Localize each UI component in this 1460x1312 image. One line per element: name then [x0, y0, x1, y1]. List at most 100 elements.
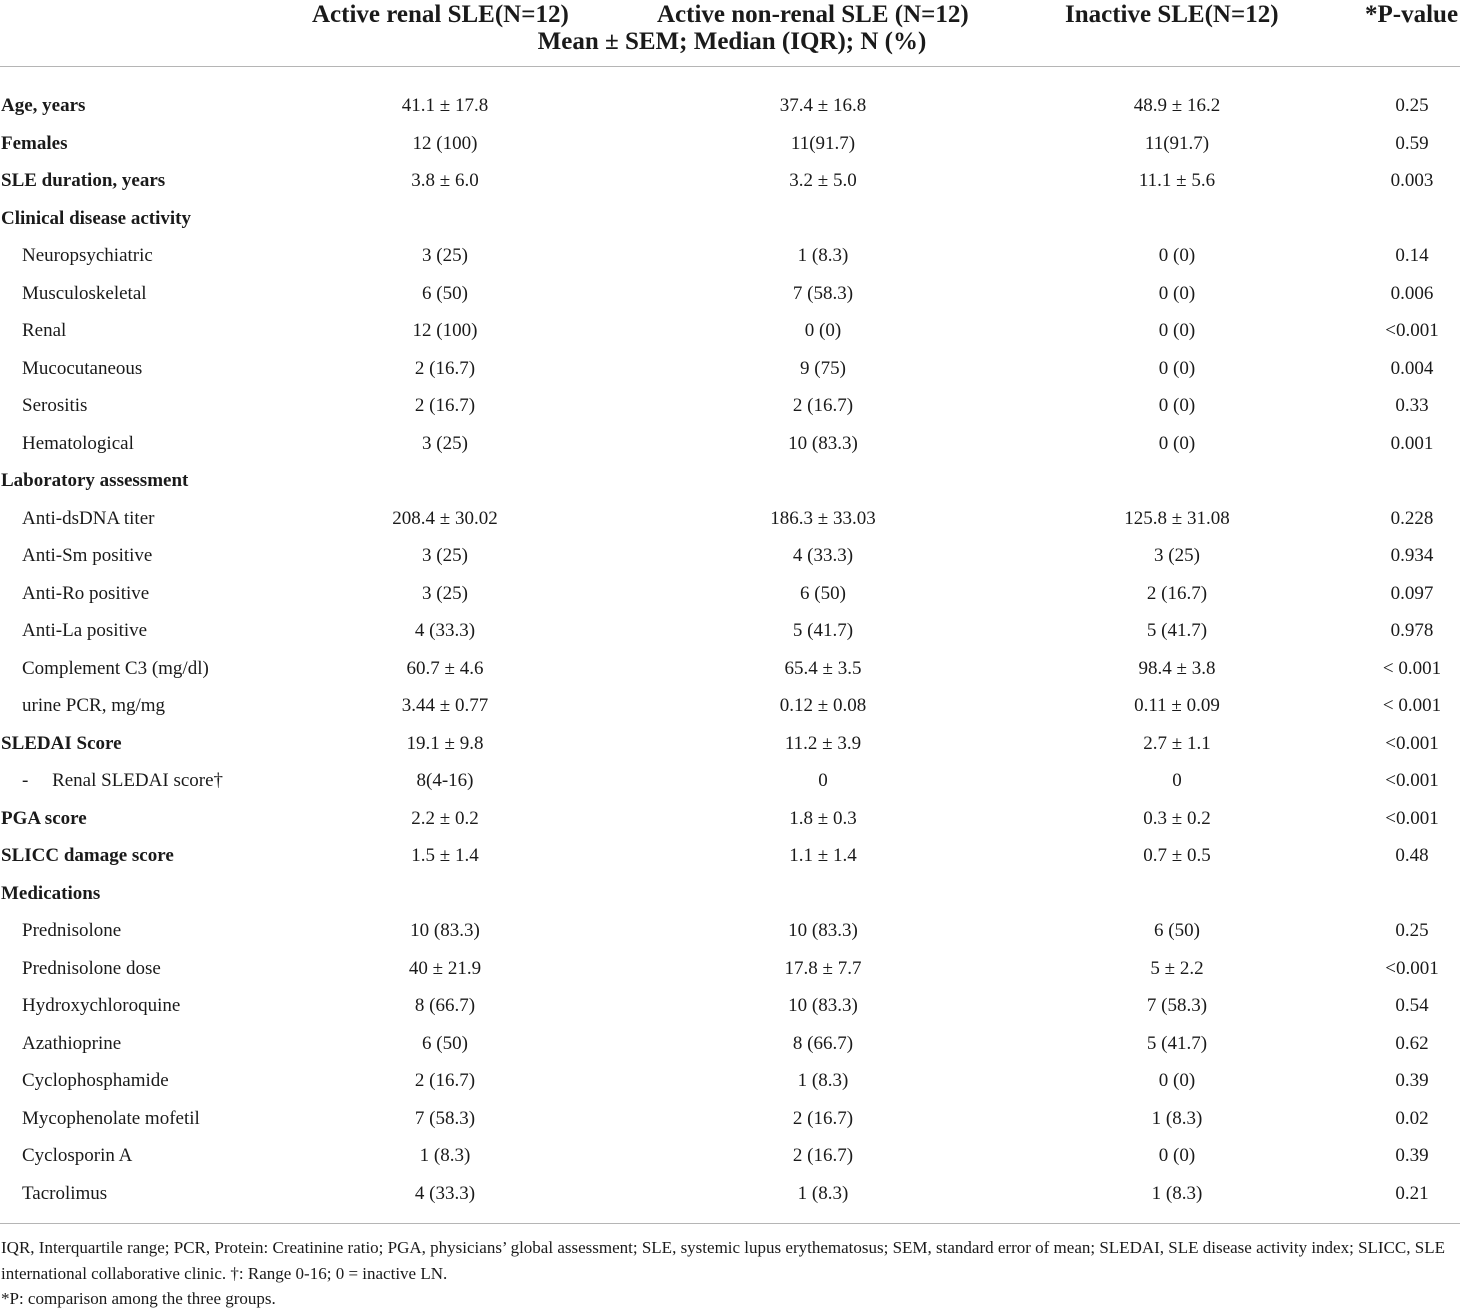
row-label: Anti-Sm positive	[22, 545, 153, 566]
value-cell: 3.2 ± 5.0	[789, 170, 857, 191]
p-value-cell: <0.001	[1385, 770, 1439, 791]
row-label: Clinical disease activity	[1, 207, 191, 229]
table-row: Serositis 2 (16.7) 2 (16.7) 0 (0) 0.33	[0, 387, 1460, 425]
value-cell: 6 (50)	[800, 582, 846, 604]
value-cell: 208.4 ± 30.02	[392, 507, 498, 529]
row-label: Females	[1, 132, 68, 154]
section-row: Laboratory assessment	[0, 462, 1460, 500]
value-cell: 1 (8.3)	[797, 1070, 849, 1091]
p-value-cell: 0.228	[1390, 507, 1434, 529]
p-value-cell: <0.001	[1385, 732, 1439, 754]
table-row: - Renal SLEDAI score† 8(4-16) 0 0 <0.001	[0, 762, 1460, 800]
row-label: Musculoskeletal	[22, 282, 147, 304]
p-value-cell: <0.001	[1385, 320, 1439, 341]
p-value-cell: 0.006	[1390, 282, 1434, 304]
row-label: Anti-La positive	[22, 620, 148, 641]
row-label: Cyclophosphamide	[22, 1070, 169, 1091]
row-label: Complement C3 (mg/dl)	[22, 657, 209, 679]
value-cell: 0 (0)	[1158, 1070, 1196, 1091]
value-cell: 1.5 ± 1.4	[411, 845, 479, 866]
row-label: Hydroxychloroquine	[22, 995, 181, 1016]
p-value-cell: <0.001	[1385, 957, 1439, 979]
table-row: PGA score 2.2 ± 0.2 1.8 ± 0.3 0.3 ± 0.2 <0.0…	[0, 800, 1460, 838]
table-row: urine PCR, mg/mg 3.44 ± 0.77 0.12 ± 0.08 0.…	[0, 687, 1460, 725]
value-cell: 10 (83.3)	[788, 995, 858, 1016]
value-cell: 1 (8.3)	[1151, 1182, 1203, 1204]
p-value-cell: 0.978	[1390, 620, 1434, 641]
value-cell: 5 ± 2.2	[1150, 957, 1204, 979]
table-row: Hematological 3 (25) 10 (83.3) 0 (0) 0.001	[0, 425, 1460, 463]
value-cell: 3 (25)	[422, 582, 468, 604]
p-value-cell: 0.25	[1395, 920, 1429, 941]
value-cell: 11(91.7)	[790, 132, 856, 154]
value-cell: 1.1 ± 1.4	[789, 845, 857, 866]
value-cell: 11.2 ± 3.9	[784, 732, 862, 754]
table-row: Anti-Sm positive 3 (25) 4 (33.3) 3 (25) 0.93…	[0, 537, 1460, 575]
row-label: Prednisolone dose	[22, 957, 161, 979]
value-cell: 10 (83.3)	[788, 432, 858, 454]
table-row: Anti-dsDNA titer 208.4 ± 30.02 186.3 ± 33.…	[0, 500, 1460, 538]
value-cell: 12 (100)	[412, 132, 478, 154]
p-value-cell: 0.33	[1395, 395, 1429, 416]
table-row: Mycophenolate mofetil 7 (58.3) 2 (16.7) 1 (…	[0, 1100, 1460, 1138]
value-cell: 0 (0)	[804, 320, 842, 341]
col-header-active-renal: Active renal SLE(N=12)	[312, 1, 569, 28]
table-row: SLICC damage score 1.5 ± 1.4 1.1 ± 1.4 0.7 …	[0, 837, 1460, 875]
p-value-cell: 0.48	[1395, 845, 1429, 866]
value-cell: 3.44 ± 0.77	[401, 695, 489, 716]
value-cell: 12 (100)	[412, 320, 478, 341]
p-value-cell: 0.001	[1390, 432, 1434, 454]
value-cell: 0.12 ± 0.08	[779, 695, 867, 716]
value-cell: 10 (83.3)	[788, 920, 858, 941]
table-row: Age, years 41.1 ± 17.8 37.4 ± 16.8 48.9 ± 1…	[0, 87, 1460, 125]
value-cell: 11.1 ± 5.6	[1138, 170, 1216, 191]
table-row: Complement C3 (mg/dl) 60.7 ± 4.6 65.4 ± 3.…	[0, 650, 1460, 688]
value-cell: 40 ± 21.9	[408, 957, 482, 979]
value-cell: 0	[818, 770, 828, 791]
row-label: Cyclosporin A	[22, 1145, 133, 1166]
value-cell: 2 (16.7)	[414, 1070, 476, 1091]
value-cell: 1.8 ± 0.3	[789, 807, 857, 829]
value-cell: 186.3 ± 33.03	[770, 507, 876, 529]
value-cell: 7 (58.3)	[792, 282, 854, 304]
p-value-cell: 0.14	[1395, 245, 1429, 266]
row-label: Medications	[1, 882, 101, 904]
value-cell: 0.7 ± 0.5	[1143, 845, 1211, 866]
table-row: Neuropsychiatric 3 (25) 1 (8.3) 0 (0) 0.14	[0, 237, 1460, 275]
row-label: Renal	[22, 320, 67, 341]
row-label: Mycophenolate mofetil	[22, 1107, 200, 1129]
value-cell: 7 (58.3)	[414, 1107, 476, 1129]
value-cell: 5 (41.7)	[1146, 620, 1208, 641]
value-cell: 3 (25)	[422, 432, 468, 454]
table-row: SLE duration, years 3.8 ± 6.0 3.2 ± 5.0 11.…	[0, 162, 1460, 200]
value-cell: 2.2 ± 0.2	[411, 807, 479, 829]
value-cell: 8 (66.7)	[792, 1032, 854, 1054]
value-cell: 3 (25)	[422, 545, 468, 566]
row-label: Neuropsychiatric	[22, 245, 153, 266]
p-value-cell: 0.097	[1390, 582, 1434, 604]
row-label: Serositis	[22, 395, 88, 416]
value-cell: 5 (41.7)	[792, 620, 854, 641]
p-value-cell: < 0.001	[1382, 695, 1442, 716]
row-label: Laboratory assessment	[1, 470, 189, 491]
value-cell: 1 (8.3)	[1151, 1107, 1203, 1129]
value-cell: 6 (50)	[422, 1032, 468, 1054]
value-cell: 41.1 ± 17.8	[401, 95, 489, 116]
value-cell: 1 (8.3)	[419, 1145, 471, 1166]
value-cell: 48.9 ± 16.2	[1133, 95, 1221, 116]
value-cell: 2.7 ± 1.1	[1143, 732, 1211, 754]
value-cell: 11(91.7)	[1144, 132, 1210, 154]
col-header-inactive: Inactive SLE(N=12)	[1065, 1, 1279, 28]
value-cell: 0 (0)	[1158, 357, 1196, 379]
p-value-cell: 0.25	[1395, 95, 1429, 116]
table-row: Females 12 (100) 11(91.7) 11(91.7) 0.59	[0, 125, 1460, 163]
value-cell: 0 (0)	[1158, 1145, 1196, 1166]
value-cell: 1 (8.3)	[797, 1182, 849, 1204]
p-value-cell: 0.21	[1395, 1182, 1429, 1204]
value-cell: 0 (0)	[1158, 432, 1196, 454]
table-body: Age, years 41.1 ± 17.8 37.4 ± 16.8 48.9 ± 1…	[0, 87, 1460, 1212]
value-cell: 3 (25)	[1154, 545, 1200, 566]
p-value-cell: 0.02	[1395, 1107, 1429, 1129]
row-label: Anti-Ro positive	[22, 582, 150, 604]
p-value-cell: 0.934	[1390, 545, 1434, 566]
